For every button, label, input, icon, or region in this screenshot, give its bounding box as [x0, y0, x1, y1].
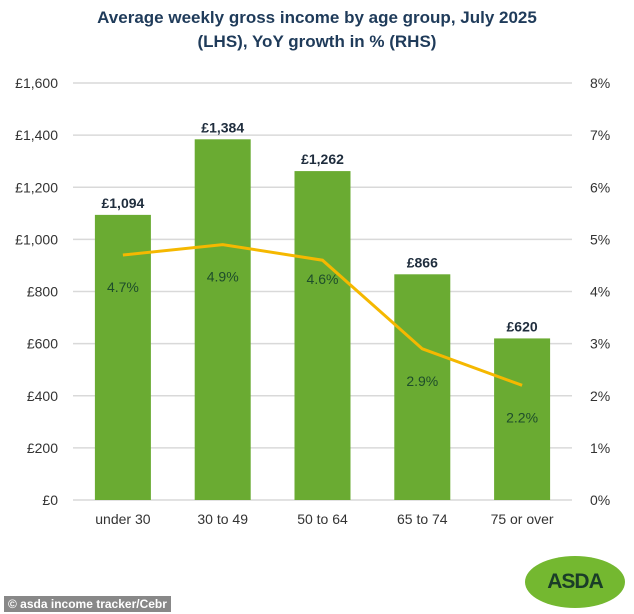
y2-tick-label: 5%: [590, 231, 610, 247]
y2-tick-label: 7%: [590, 127, 610, 143]
bar: [194, 139, 251, 501]
y2-tick-label: 6%: [590, 179, 610, 195]
title-line-1: Average weekly gross income by age group…: [97, 8, 537, 27]
x-tick-label: 30 to 49: [197, 511, 248, 527]
image-credit: © asda income tracker/Cebr: [4, 596, 171, 612]
bar: [94, 214, 151, 500]
chart: £0 £200 £400 £600 £800 £1,000 £1,200 £1,400 £1,6…: [15, 75, 610, 527]
x-tick-label: 65 to 74: [397, 511, 448, 527]
y-tick-label: £1,600: [15, 75, 58, 91]
y-tick-label: £200: [27, 440, 58, 456]
y2-tick-label: 3%: [590, 336, 610, 352]
y-tick-label: £1,000: [15, 231, 58, 247]
y2-tick-label: 0%: [590, 492, 610, 508]
growth-label: 4.9%: [207, 269, 239, 285]
x-tick-label: 75 or over: [491, 511, 554, 527]
y2-tick-label: 8%: [590, 75, 610, 91]
bar-value-label: £866: [407, 254, 438, 270]
title-line-2: (LHS), YoY growth in % (RHS): [197, 32, 437, 51]
y2-tick-label: 1%: [590, 440, 610, 456]
asda-logo: ASDA: [525, 556, 625, 608]
bar-value-label: £1,094: [101, 195, 144, 211]
y-tick-label: £1,400: [15, 127, 58, 143]
x-tick-label: under 30: [95, 511, 150, 527]
y2-tick-label: 2%: [590, 388, 610, 404]
bar-value-label: £1,384: [201, 119, 244, 135]
bar-value-label: £620: [507, 318, 538, 334]
chart-title: Average weekly gross income by age group…: [0, 6, 634, 54]
growth-label: 4.7%: [107, 279, 139, 295]
bar: [394, 274, 451, 500]
bar: [294, 171, 351, 500]
y-tick-label: £1,200: [15, 179, 58, 195]
growth-label: 4.6%: [307, 271, 339, 287]
bar-value-label: £1,262: [301, 151, 344, 167]
y-tick-label: £600: [27, 336, 58, 352]
y-tick-label: £800: [27, 284, 58, 300]
growth-line: [122, 243, 523, 387]
y2-tick-label: 4%: [590, 284, 610, 300]
y-tick-label: £400: [27, 388, 58, 404]
growth-label: 2.9%: [406, 373, 438, 389]
x-tick-label: 50 to 64: [297, 511, 348, 527]
growth-label: 2.2%: [506, 409, 538, 425]
bar: [494, 338, 551, 500]
y-tick-label: £0: [42, 492, 58, 508]
